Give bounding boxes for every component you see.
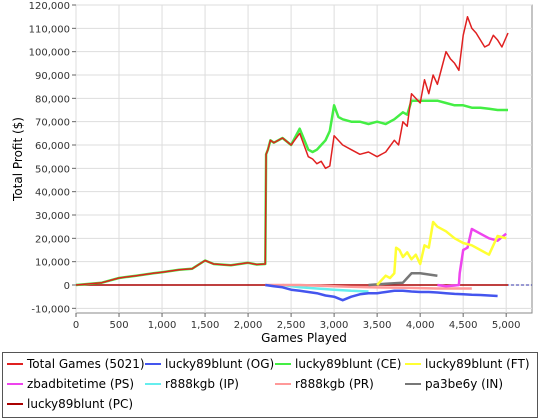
y-tick-label: 50,000 [35, 164, 70, 175]
legend-label: lucky89blunt (PC) [27, 397, 134, 411]
legend-item: zbadbitetime (PS) [7, 377, 134, 391]
x-tick-label: 1,500 [191, 320, 220, 331]
y-tick-label: 10,000 [35, 258, 70, 269]
y-tick-label: 30,000 [35, 211, 70, 222]
legend-label: lucky89blunt (CE) [295, 357, 402, 371]
x-tick-label: 500 [109, 320, 128, 331]
series-line-6 [265, 283, 472, 290]
y-tick-label: 0 [64, 281, 70, 292]
legend-swatch [145, 362, 161, 365]
series-line-4 [437, 227, 507, 288]
y-tick-label: -10,000 [31, 304, 70, 315]
legend: Total Games (5021) lucky89blunt (OG) lucky… [2, 352, 538, 418]
legend-label: zbadbitetime (PS) [27, 377, 135, 391]
legend-item: lucky89blunt (FT) [405, 357, 530, 371]
legend-label: pa3be6y (IN) [425, 377, 504, 391]
series-line-1 [265, 283, 498, 302]
legend-swatch [405, 362, 421, 365]
legend-swatch [7, 362, 23, 365]
series-line-7 [368, 272, 438, 287]
legend-swatch [405, 382, 421, 385]
x-tick-label: 4,000 [406, 320, 435, 331]
x-tick-label: 3,500 [363, 320, 392, 331]
legend-label: Total Games (5021) [27, 357, 145, 371]
legend-item: lucky89blunt (OG) [145, 357, 274, 371]
legend-item: lucky89blunt (PC) [7, 397, 133, 411]
legend-item: Total Games (5021) [7, 357, 145, 371]
x-tick-label: 1,000 [148, 320, 177, 331]
legend-swatch [7, 402, 23, 405]
y-tick-label: 90,000 [35, 71, 70, 82]
y-tick-label: 80,000 [35, 94, 70, 105]
y-tick-label: 40,000 [35, 188, 70, 199]
x-axis-title: Games Played [261, 331, 347, 345]
x-tick-label: 2,500 [277, 320, 306, 331]
legend-item: r888kgb (IP) [145, 377, 239, 391]
legend-swatch [7, 382, 23, 385]
legend-label: lucky89blunt (OG) [165, 357, 275, 371]
legend-label: r888kgb (PR) [295, 377, 374, 391]
legend-swatch [145, 382, 161, 385]
legend-label: r888kgb (IP) [165, 377, 239, 391]
line-chart: -10,000010,00020,00030,00040,00050,00060… [11, 1, 533, 345]
series-line-0 [75, 15, 509, 286]
y-tick-label: 120,000 [29, 1, 70, 12]
legend-item: pa3be6y (IN) [405, 377, 503, 391]
x-tick-label: 5,000 [492, 320, 521, 331]
y-tick-label: 70,000 [35, 118, 70, 129]
legend-item: lucky89blunt (CE) [275, 357, 401, 371]
x-tick-label: 3,000 [320, 320, 349, 331]
x-tick-label: 2,000 [234, 320, 263, 331]
y-tick-label: 60,000 [35, 141, 70, 152]
legend-swatch [275, 382, 291, 385]
y-tick-label: 100,000 [29, 48, 70, 59]
x-tick-label: 0 [73, 320, 79, 331]
legend-item: r888kgb (PR) [275, 377, 374, 391]
series-line-3 [376, 220, 507, 286]
legend-label: lucky89blunt (FT) [425, 357, 530, 371]
series-line-5 [282, 283, 369, 293]
x-tick-label: 4,500 [449, 320, 478, 331]
legend-swatch [275, 362, 291, 365]
y-tick-label: 20,000 [35, 234, 70, 245]
y-axis-title: Total Profit ($) [11, 117, 25, 202]
y-tick-label: 110,000 [29, 24, 70, 35]
